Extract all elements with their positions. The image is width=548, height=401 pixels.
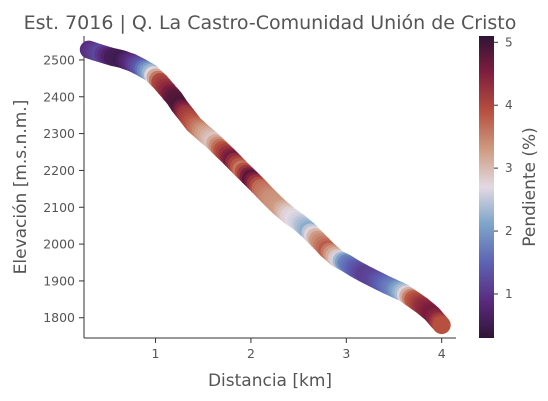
colorbar-ticks: 1 2 3 4 5 — [494, 35, 513, 301]
plot-area: 1 2 3 4 1800 1900 2000 2100 2200 2300 2400 2500 — [43, 36, 456, 361]
x-tick-label: 3 — [342, 346, 350, 361]
colorbar-label: Pendiente (%) — [520, 127, 540, 247]
y-tick-label: 2500 — [43, 52, 75, 67]
x-ticks: 1 2 3 4 — [152, 338, 446, 361]
y-tick-label: 2200 — [43, 163, 75, 178]
y-tick-label: 2000 — [43, 237, 75, 252]
data-point — [432, 316, 451, 335]
x-tick-label: 4 — [438, 346, 446, 361]
colorbar-tick-label: 1 — [505, 287, 513, 301]
colorbar-tick-label: 5 — [505, 35, 513, 49]
y-axis-label: Elevación [m.s.n.m.] — [11, 100, 31, 275]
colorbar-tick-label: 4 — [505, 98, 513, 112]
y-tick-label: 2300 — [43, 126, 75, 141]
colorbar: 1 2 3 4 5 — [479, 35, 513, 338]
x-axis-label: Distancia [km] — [208, 371, 332, 391]
colorbar-gradient — [479, 36, 494, 338]
data-points — [79, 40, 451, 335]
x-tick-label: 2 — [247, 346, 255, 361]
y-ticks: 1800 1900 2000 2100 2200 2300 2400 2500 — [43, 52, 84, 325]
y-tick-label: 2100 — [43, 200, 75, 215]
y-tick-label: 2400 — [43, 89, 75, 104]
colorbar-tick-label: 2 — [505, 224, 513, 238]
colorbar-tick-label: 3 — [505, 161, 513, 175]
y-tick-label: 1900 — [43, 273, 75, 288]
y-tick-label: 1800 — [43, 310, 75, 325]
chart-title: Est. 7016 | Q. La Castro-Comunidad Unión… — [24, 12, 517, 34]
x-tick-label: 1 — [152, 346, 160, 361]
